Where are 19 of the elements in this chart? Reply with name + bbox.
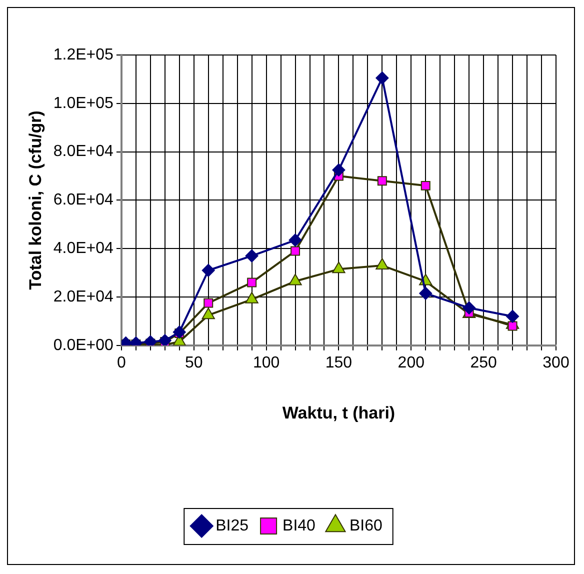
- y-tick-label: 8.0E+04: [53, 143, 114, 160]
- y-tick-label: 0.0E+00: [53, 336, 114, 354]
- x-tick-label: 0: [117, 354, 126, 372]
- y-tick-label: 1.2E+05: [53, 46, 114, 64]
- x-tick-label: 300: [542, 354, 570, 372]
- x-tick-label: 200: [398, 354, 425, 372]
- x-tick-label: 100: [252, 354, 280, 372]
- x-axis-title: Waktu, t (hari): [282, 403, 396, 422]
- legend-label: BI25: [216, 517, 249, 534]
- x-tick-label: 250: [470, 354, 498, 372]
- legend-label: BI40: [282, 517, 316, 534]
- x-tick-label: 150: [325, 354, 352, 372]
- y-tick-label: 2.0E+04: [53, 288, 114, 306]
- y-tick-label: 1.0E+05: [53, 94, 114, 112]
- y-tick-label: 6.0E+04: [53, 192, 114, 209]
- legend-label: BI60: [349, 517, 382, 534]
- y-tick-label: 4.0E+04: [53, 240, 114, 258]
- y-axis-title: Total koloni, C (cfu/gr): [26, 110, 45, 290]
- x-tick-label: 50: [184, 354, 203, 372]
